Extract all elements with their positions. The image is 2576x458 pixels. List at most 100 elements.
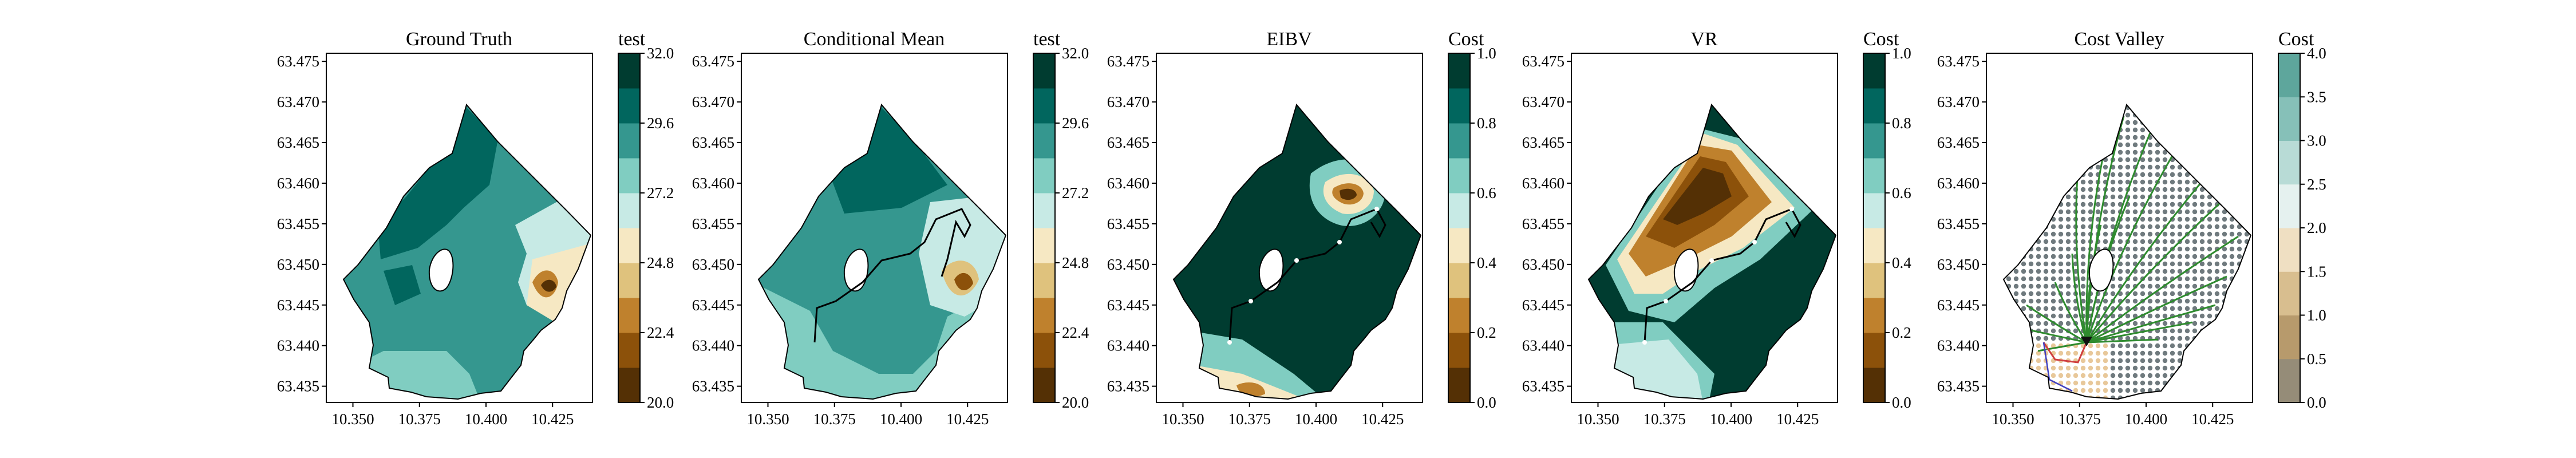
grid-dot [2080,239,2086,244]
grid-dot [2065,224,2071,230]
grid-dot [2244,142,2250,148]
grid-dot [2155,202,2160,207]
grid-dot [2028,373,2034,378]
grid-dot [2125,179,2131,185]
grid-dot [2147,202,2153,207]
grid-dot [2140,291,2146,297]
grid-dot [2125,142,2131,148]
grid-dot [2184,388,2190,393]
grid-dot [2073,120,2079,125]
grid-dot [2162,157,2168,163]
grid-dot [2237,306,2242,311]
grid-dot [2058,313,2064,319]
grid-dot [2140,283,2146,289]
grid-dot [2222,172,2227,177]
grid-dot [2065,298,2071,304]
grid-dot [2214,239,2220,244]
grid-dot [2058,149,2064,155]
grid-dot [2065,172,2071,177]
grid-dot [2065,321,2071,326]
grid-dot [2103,350,2108,356]
grid-dot [2229,246,2235,252]
grid-dot [2117,179,2123,185]
grid-dot [2192,164,2198,170]
colorbar-band [1448,123,1470,159]
grid-dot [2050,112,2056,118]
grid-dot [2147,254,2153,259]
grid-dot [2192,149,2198,155]
grid-dot [2028,149,2034,155]
colorbar-band [1863,228,1885,263]
colorbar-label: Cost [1863,29,1899,50]
grid-dot [2036,365,2041,371]
grid-dot [2177,291,2183,297]
grid-dot [2021,142,2026,148]
grid-dot [2140,164,2146,170]
grid-dot [2140,224,2146,230]
grid-dot [2170,395,2175,399]
grid-dot [2013,343,2019,349]
grid-dot [2229,388,2235,393]
grid-dot [2229,231,2235,237]
x-tick-label: 10.425 [1776,410,1819,428]
grid-dot [2088,112,2093,118]
grid-dot [2192,120,2198,125]
grid-dot [2021,350,2026,356]
grid-dot [2080,209,2086,215]
grid-dot [2199,343,2205,349]
island-hole [428,248,454,292]
grid-dot [2036,388,2041,393]
grid-dot [2117,358,2123,364]
colorbar-frame [618,53,641,403]
grid-dot [2058,120,2064,125]
grid-dot [2117,373,2123,378]
grid-dot [2110,365,2116,371]
grid-dot [2214,373,2220,378]
grid-dot [2207,127,2212,133]
grid-dot [2222,269,2227,274]
grid-dot [2110,120,2116,125]
x-tick-label: 10.375 [1228,410,1271,428]
grid-dot [2036,172,2041,177]
grid-dot [2065,269,2071,274]
y-tick-label: 63.475 [1937,53,1980,70]
grid-dot [1999,232,2004,236]
grid-dot [2110,373,2116,378]
grid-dot [2021,127,2026,133]
grid-dot [2110,343,2116,349]
grid-dot [2065,350,2071,356]
grid-dot [2199,127,2205,133]
grid-dot [2162,202,2168,207]
grid-dot [2013,187,2019,192]
grid-dot [2177,254,2183,259]
contour-peak [1340,188,1357,200]
grid-dot [1999,202,2004,207]
tree-branch [2054,282,2088,343]
colorbar-band [1033,368,1055,403]
grid-dot [2244,358,2250,364]
grid-dot [2058,231,2064,237]
grid-dot [2103,365,2108,371]
grid-dot [2199,291,2205,297]
colorbar-band [1448,228,1470,263]
grid-dot [2021,246,2026,252]
grid-dot [2006,373,2012,378]
grid-dot [2214,283,2220,289]
grid-dot [2103,231,2108,237]
grid-dot [2140,157,2146,163]
grid-dot [2229,127,2235,133]
grid-dot [2237,291,2242,297]
grid-dot [2162,172,2168,177]
grid-dot [2162,343,2168,349]
grid-dot [2073,135,2079,140]
grid-dot [2013,365,2019,371]
grid-dot [2177,127,2183,133]
grid-dot [2125,343,2131,349]
grid-dot [2073,380,2079,386]
grid-dot [2222,395,2227,399]
grid-dot [2103,343,2108,349]
grid-dot [2140,261,2146,267]
y-tick-label: 63.440 [1107,337,1149,354]
grid-dot [2021,149,2026,155]
colorbar-label: Cost [2278,29,2314,50]
